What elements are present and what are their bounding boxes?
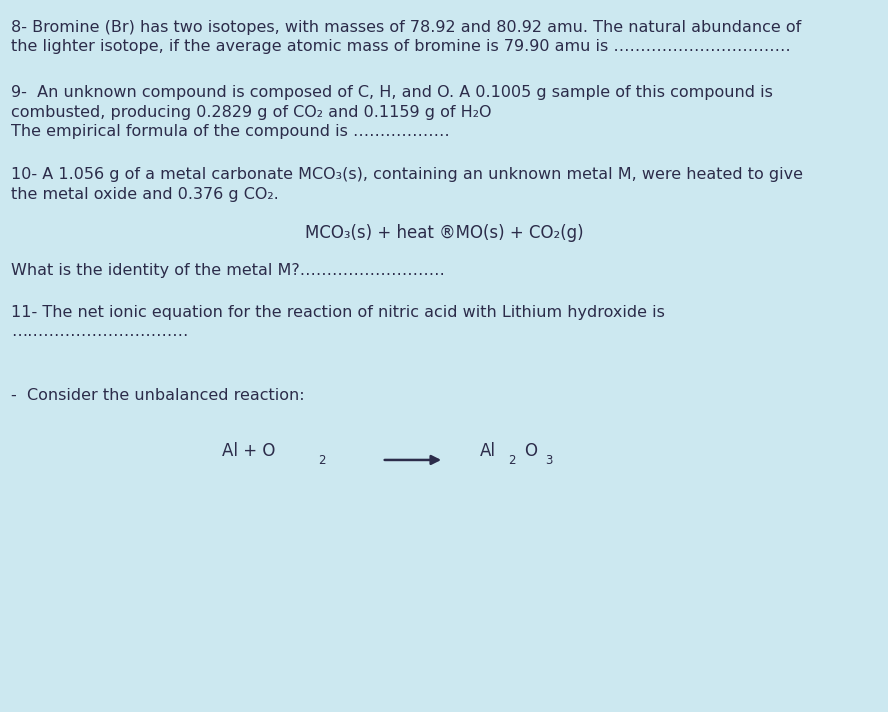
Text: 2: 2 (508, 454, 515, 467)
Text: Al: Al (480, 441, 496, 460)
Text: What is the identity of the metal M?………………………: What is the identity of the metal M?…………… (11, 263, 445, 278)
Text: The empirical formula of the compound is ………………: The empirical formula of the compound is… (11, 124, 449, 139)
Text: 2: 2 (318, 454, 325, 467)
Text: MCO₃(s) + heat ®MO(s) + CO₂(g): MCO₃(s) + heat ®MO(s) + CO₂(g) (305, 224, 583, 241)
Text: 3: 3 (545, 454, 552, 467)
Text: 11- The net ionic equation for the reaction of nitric acid with Lithium hydroxid: 11- The net ionic equation for the react… (11, 305, 664, 320)
Text: 8- Bromine (Br) has two isotopes, with masses of 78.92 and 80.92 amu. The natura: 8- Bromine (Br) has two isotopes, with m… (11, 20, 801, 35)
Text: the lighter isotope, if the average atomic mass of bromine is 79.90 amu is ……………: the lighter isotope, if the average atom… (11, 39, 790, 54)
Text: the metal oxide and 0.376 g CO₂.: the metal oxide and 0.376 g CO₂. (11, 187, 279, 201)
Text: Al + O: Al + O (222, 441, 275, 460)
Text: 9-  An unknown compound is composed of C, H, and O. A 0.1005 g sample of this co: 9- An unknown compound is composed of C,… (11, 85, 773, 100)
Text: O: O (524, 441, 537, 460)
Text: -  Consider the unbalanced reaction:: - Consider the unbalanced reaction: (11, 388, 305, 403)
Text: combusted, producing 0.2829 g of CO₂ and 0.1159 g of H₂O: combusted, producing 0.2829 g of CO₂ and… (11, 105, 491, 120)
Text: 10- A 1.056 g of a metal carbonate MCO₃(s), containing an unknown metal M, were : 10- A 1.056 g of a metal carbonate MCO₃(… (11, 167, 803, 182)
Text: ……………………………: …………………………… (11, 324, 188, 339)
